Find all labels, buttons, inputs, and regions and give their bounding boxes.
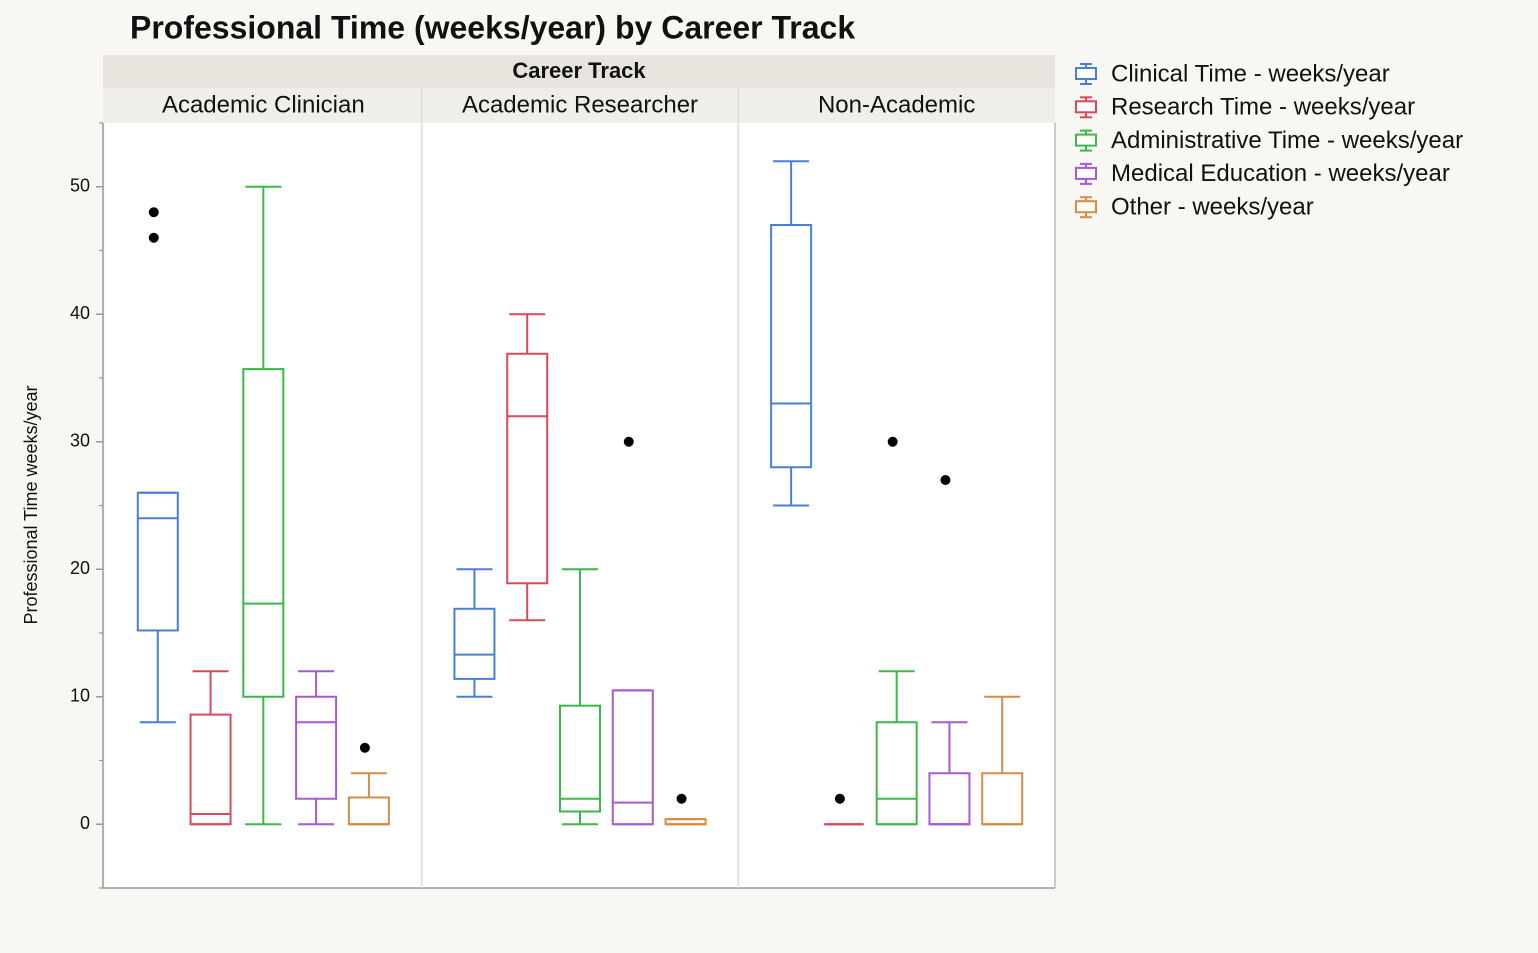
box	[770, 224, 813, 469]
legend-label: Administrative Time - weeks/year	[1111, 127, 1463, 154]
outlier	[623, 436, 634, 447]
legend-swatch	[1075, 67, 1097, 80]
y-tick-label: 50	[70, 176, 90, 196]
panel-label: Academic Clinician	[162, 91, 365, 118]
outlier	[676, 793, 687, 804]
legend-swatch	[1075, 200, 1097, 214]
outlier	[887, 436, 898, 447]
outlier	[359, 742, 370, 753]
y-tick-label: 40	[70, 303, 90, 323]
y-tick-label: 0	[80, 813, 90, 833]
y-tick-label: 20	[70, 558, 90, 578]
chart-title: Professional Time (weeks/year) by Career…	[130, 9, 855, 45]
box	[295, 695, 338, 800]
outlier	[148, 207, 159, 218]
box	[611, 689, 654, 826]
panel-label: Non-Academic	[818, 91, 975, 118]
plot-area	[105, 123, 1055, 888]
panel-header-band	[103, 88, 1055, 123]
legend-label: Research Time - weeks/year	[1111, 94, 1415, 121]
facet-label: Career Track	[512, 58, 646, 83]
outlier	[940, 475, 951, 485]
outlier	[148, 232, 159, 243]
box	[242, 368, 285, 698]
y-tick-label: 30	[70, 431, 90, 451]
legend-label: Other - weeks/year	[1111, 194, 1314, 221]
outlier	[834, 793, 845, 804]
box	[453, 607, 496, 680]
box	[136, 491, 179, 632]
legend-swatch	[1075, 166, 1097, 180]
box	[875, 721, 918, 826]
box	[189, 713, 232, 826]
facet-band	[103, 55, 1055, 88]
legend-swatch	[1075, 133, 1097, 147]
panel-label: Academic Researcher	[462, 91, 698, 118]
legend-swatch	[1075, 100, 1097, 114]
box	[559, 704, 601, 813]
legend-label: Clinical Time - weeks/year	[1111, 60, 1390, 87]
legend-label: Medical Education - weeks/year	[1111, 160, 1450, 187]
y-tick-label: 10	[70, 686, 90, 706]
y-axis-label: Professional Time weeks/year	[21, 385, 41, 624]
box	[506, 352, 549, 585]
